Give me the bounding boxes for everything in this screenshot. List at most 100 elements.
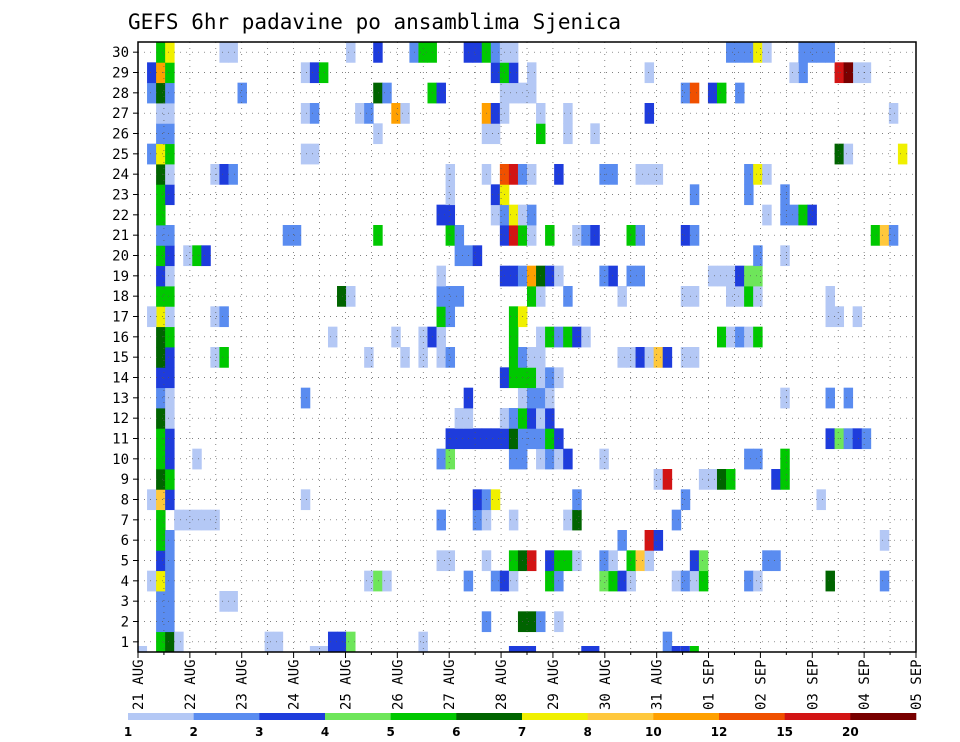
heatmap-cell bbox=[490, 428, 501, 450]
heatmap-cell bbox=[508, 570, 519, 592]
heatmap-cell bbox=[716, 82, 727, 104]
heatmap-cell bbox=[861, 62, 872, 84]
heatmap-cell bbox=[834, 428, 845, 450]
heatmap-cell bbox=[644, 164, 655, 185]
heatmap-cell bbox=[644, 530, 655, 551]
x-tick-label: 21 AUG bbox=[131, 659, 147, 710]
legend-label: 10 bbox=[645, 725, 662, 739]
heatmap-cell bbox=[309, 646, 319, 652]
heatmap-cell bbox=[617, 347, 627, 368]
heatmap-cell bbox=[472, 489, 483, 511]
heatmap-cell bbox=[744, 448, 754, 470]
heatmap-cell bbox=[635, 347, 646, 368]
heatmap-cell bbox=[599, 164, 609, 185]
heatmap-cell bbox=[879, 570, 890, 592]
heatmap-cell bbox=[798, 42, 808, 63]
heatmap-cell bbox=[653, 530, 664, 551]
heatmap-cell bbox=[816, 42, 826, 63]
heatmap-cell bbox=[165, 62, 175, 84]
heatmap-cell bbox=[156, 143, 166, 165]
grid-lines bbox=[137, 42, 917, 652]
y-tick-label: 2 bbox=[121, 615, 129, 631]
x-tick-label: 28 AUG bbox=[494, 659, 510, 710]
heatmap-cell bbox=[563, 448, 573, 470]
legend-swatch bbox=[193, 713, 260, 720]
heatmap-cell bbox=[762, 164, 772, 185]
heatmap-cell bbox=[635, 164, 646, 185]
heatmap-cell bbox=[165, 530, 175, 551]
heatmap-cell bbox=[527, 367, 537, 389]
heatmap-cell bbox=[282, 225, 293, 246]
heatmap-cell bbox=[165, 408, 175, 429]
heatmap-cell bbox=[590, 225, 600, 246]
heatmap-cell bbox=[210, 306, 220, 328]
heatmap-cell bbox=[608, 570, 618, 592]
heatmap-cell bbox=[291, 225, 302, 246]
heatmap-cell bbox=[644, 103, 655, 124]
heatmap-cell bbox=[373, 123, 383, 145]
heatmap-cell bbox=[762, 204, 772, 226]
heatmap-cell bbox=[165, 42, 175, 63]
heatmap-cell bbox=[626, 550, 636, 572]
heatmap-cell bbox=[300, 387, 311, 409]
heatmap-cell bbox=[454, 286, 465, 307]
heatmap-cell bbox=[545, 265, 555, 287]
heatmap-cell bbox=[626, 347, 636, 368]
y-tick-label: 4 bbox=[121, 574, 129, 590]
y-tick-label: 8 bbox=[121, 493, 129, 509]
heatmap-cell bbox=[744, 265, 754, 287]
heatmap-cell bbox=[201, 245, 211, 267]
heatmap-cell bbox=[689, 225, 700, 246]
heatmap-cell bbox=[346, 286, 356, 307]
heatmap-cell bbox=[852, 62, 863, 84]
x-tick-label: 26 AUG bbox=[390, 659, 406, 710]
heatmap-cell bbox=[165, 469, 175, 490]
heatmap-cell bbox=[147, 570, 157, 592]
heatmap-cell bbox=[318, 646, 328, 652]
heatmap-cell bbox=[545, 570, 555, 592]
heatmap-cell bbox=[798, 204, 808, 226]
y-tick-label: 25 bbox=[112, 147, 129, 163]
heatmap-cell bbox=[192, 448, 202, 470]
heatmap-cell bbox=[156, 326, 166, 348]
heatmap-cell bbox=[762, 550, 772, 572]
heatmap-cell bbox=[780, 469, 790, 490]
y-tick-label: 24 bbox=[112, 167, 129, 183]
heatmap-cell bbox=[726, 42, 736, 63]
heatmap-cell bbox=[156, 164, 166, 185]
heatmap-cell bbox=[662, 631, 673, 653]
x-tick-label: 30 AUG bbox=[598, 659, 614, 710]
heatmap-cell bbox=[834, 143, 845, 165]
heatmap-cell bbox=[816, 489, 826, 511]
heatmap-cell bbox=[527, 387, 537, 409]
heatmap-cell bbox=[472, 42, 483, 63]
heatmap-cell bbox=[436, 265, 446, 287]
y-tick-label: 1 bbox=[121, 635, 129, 651]
heatmap-cell bbox=[626, 265, 636, 287]
heatmap-cell bbox=[861, 428, 872, 450]
y-tick-label: 17 bbox=[112, 310, 129, 326]
heatmap-cell bbox=[156, 347, 166, 368]
heatmap-cell bbox=[490, 489, 501, 511]
heatmap-cell bbox=[662, 469, 673, 490]
heatmap-cell bbox=[753, 448, 763, 470]
heatmap-cell bbox=[527, 408, 537, 429]
heatmap-cell bbox=[563, 123, 573, 145]
heatmap-cell bbox=[147, 306, 157, 328]
heatmap-cell bbox=[508, 204, 519, 226]
legend-swatch bbox=[850, 713, 917, 720]
heatmap-cell bbox=[364, 347, 374, 368]
heatmap-cell bbox=[309, 62, 320, 84]
heatmap-cell bbox=[382, 82, 392, 104]
heatmap-cell bbox=[545, 326, 555, 348]
heatmap-cell bbox=[165, 245, 175, 267]
heatmap-cell bbox=[581, 646, 600, 652]
x-tick-label: 22 AUG bbox=[183, 659, 199, 710]
heatmap-cell bbox=[527, 428, 537, 450]
heatmap-cell bbox=[762, 42, 772, 63]
heatmap-cell bbox=[599, 570, 609, 592]
heatmap-cell bbox=[418, 326, 428, 348]
heatmap-cell bbox=[508, 62, 519, 84]
heatmap-cell bbox=[726, 286, 736, 307]
